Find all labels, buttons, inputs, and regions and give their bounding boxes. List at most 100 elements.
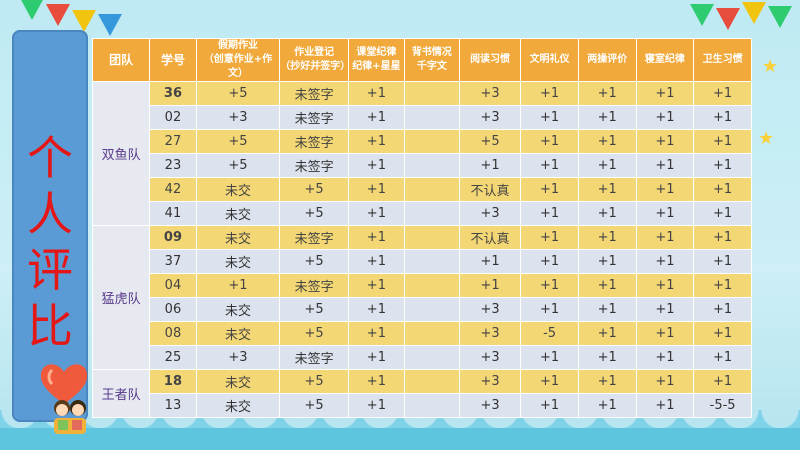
team-name: 双鱼队 <box>91 81 151 226</box>
score-cell: -5 <box>520 321 579 346</box>
score-cell: +5 <box>195 153 281 178</box>
student-id: 23 <box>149 153 197 178</box>
student-id: 42 <box>149 177 197 202</box>
score-cell: +1 <box>693 345 752 370</box>
title-char: 人 <box>27 187 73 241</box>
score-cell: +1 <box>347 201 405 226</box>
score-cell: +1 <box>693 249 752 274</box>
table-row: 23 +5 未签字 +1 +1 +1 +1 +1 +1 <box>93 153 752 178</box>
score-cell: +5 <box>195 129 281 154</box>
header-holiday-homework: 假期作业 （创意作业+作文） <box>195 38 281 82</box>
score-cell: +1 <box>520 201 579 226</box>
score-cell: 未交 <box>195 369 281 394</box>
wave-decoration <box>0 428 800 450</box>
table-row: 双鱼队 36 +5 未签字 +1 +3 +1 +1 +1 +1 <box>91 81 752 226</box>
star-icon: ★ <box>762 56 779 77</box>
score-cell: 未签字 <box>279 273 349 298</box>
score-cell: +1 <box>195 273 281 298</box>
score-cell: +1 <box>520 369 579 394</box>
score-cell: +3 <box>195 345 281 370</box>
score-cell: +1 <box>347 273 405 298</box>
student-id: 09 <box>149 225 197 250</box>
student-id: 02 <box>149 105 197 130</box>
score-cell: +1 <box>520 153 579 178</box>
student-id: 36 <box>149 81 197 106</box>
score-cell: +1 <box>347 153 405 178</box>
score-cell: +1 <box>520 225 579 250</box>
score-cell: +1 <box>577 321 637 346</box>
score-cell: +1 <box>520 129 579 154</box>
score-cell: +1 <box>520 393 579 418</box>
score-cell: 未签字 <box>279 153 349 178</box>
score-cell: +1 <box>693 297 752 322</box>
score-cell: +1 <box>520 297 579 322</box>
score-cell: +1 <box>520 345 579 370</box>
score-cell <box>403 345 460 370</box>
score-cell: +5 <box>279 177 349 202</box>
kids-illustration-icon <box>54 400 86 434</box>
score-cell: 未交 <box>195 225 281 250</box>
page-title: 个 人 评 比 <box>12 130 88 354</box>
score-cell: +1 <box>577 345 637 370</box>
score-cell: +3 <box>458 297 522 322</box>
score-cell <box>403 249 460 274</box>
score-cell: +1 <box>635 105 695 130</box>
header-etiquette: 文明礼仪 <box>520 38 579 82</box>
score-cell: +1 <box>347 297 405 322</box>
table-row: 27 +5 未签字 +1 +5 +1 +1 +1 +1 <box>93 129 752 154</box>
score-cell <box>403 273 460 298</box>
score-cell: +3 <box>458 393 522 418</box>
score-cell: +1 <box>577 129 637 154</box>
score-cell: 未交 <box>195 393 281 418</box>
score-cell: +1 <box>577 273 637 298</box>
score-cell: 不认真 <box>458 225 522 250</box>
score-cell: +1 <box>577 153 637 178</box>
title-char: 比 <box>27 299 73 353</box>
score-cell: 未交 <box>195 297 281 322</box>
score-cell: +1 <box>520 177 579 202</box>
score-cell: +3 <box>458 81 522 106</box>
score-cell: +1 <box>577 201 637 226</box>
score-cell: 未签字 <box>279 105 349 130</box>
score-cell: +5 <box>279 249 349 274</box>
student-id: 13 <box>149 393 197 418</box>
score-cell: +1 <box>520 273 579 298</box>
table-row: 08 未交 +5 +1 +3 -5 +1 +1 +1 <box>93 321 752 346</box>
score-cell: +3 <box>458 345 522 370</box>
title-char: 个 <box>27 131 73 185</box>
score-cell: +1 <box>635 297 695 322</box>
score-cell: +3 <box>458 201 522 226</box>
table-row: 02 +3 未签字 +1 +3 +1 +1 +1 +1 <box>93 105 752 130</box>
table-row: 41 未交 +5 +1 +3 +1 +1 +1 +1 <box>93 201 752 226</box>
score-cell <box>403 393 460 418</box>
score-cell <box>403 321 460 346</box>
student-id: 18 <box>149 369 197 394</box>
score-cell: 未交 <box>195 321 281 346</box>
student-id: 37 <box>149 249 197 274</box>
score-cell <box>403 129 460 154</box>
score-cell <box>403 81 460 106</box>
score-cell: +3 <box>458 105 522 130</box>
score-cell: +1 <box>635 81 695 106</box>
table-row: 42 未交 +5 +1 不认真 +1 +1 +1 +1 <box>93 177 752 202</box>
score-cell: +5 <box>279 201 349 226</box>
score-cell: +1 <box>347 177 405 202</box>
score-cell: +1 <box>635 345 695 370</box>
score-cell: 未交 <box>195 249 281 274</box>
team-name: 王者队 <box>91 369 151 418</box>
score-cell: 未签字 <box>279 81 349 106</box>
score-cell <box>403 225 460 250</box>
score-cell: +1 <box>635 369 695 394</box>
score-cell <box>403 297 460 322</box>
score-cell: +1 <box>458 153 522 178</box>
score-cell: +1 <box>635 153 695 178</box>
score-cell: +1 <box>458 273 522 298</box>
header-reading: 阅读习惯 <box>458 38 522 82</box>
score-cell: +3 <box>195 105 281 130</box>
student-id: 27 <box>149 129 197 154</box>
score-cell: +5 <box>195 81 281 106</box>
side-panel <box>12 30 88 422</box>
table-row: 王者队 18 未交 +5 +1 +3 +1 +1 +1 +1 <box>91 369 752 418</box>
score-table: 团队 学号 假期作业 （创意作业+作文） 作业登记 （抄好并签字） 课堂纪律 纪律+星… <box>91 38 752 418</box>
score-cell: +1 <box>635 393 695 418</box>
